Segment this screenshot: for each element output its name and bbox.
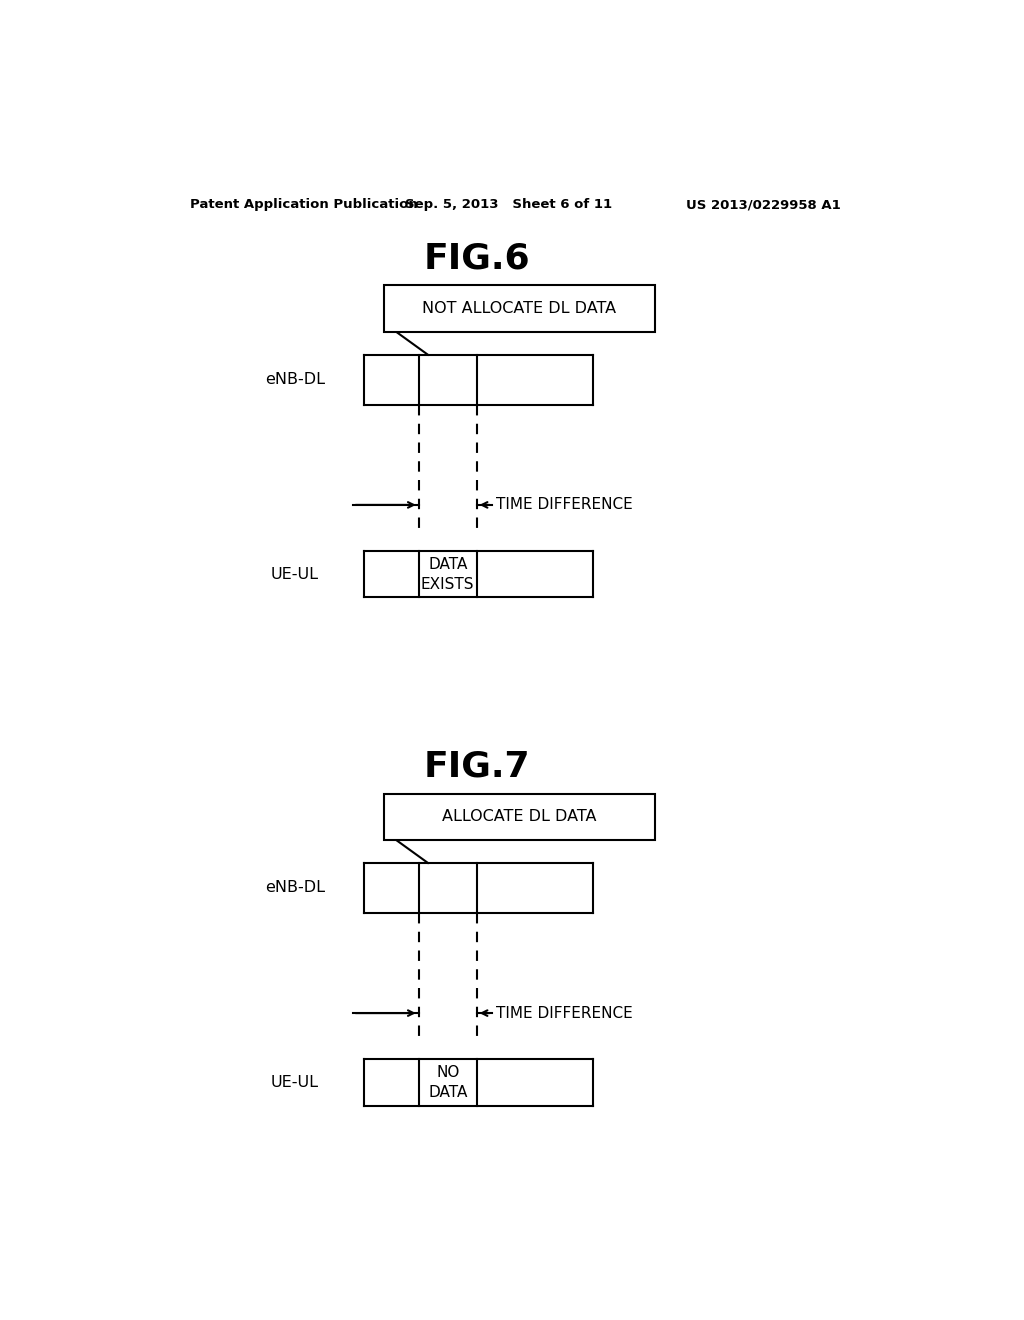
Text: FIG.7: FIG.7 <box>424 750 530 784</box>
Text: TIME DIFFERENCE: TIME DIFFERENCE <box>496 498 633 512</box>
Text: NOT ALLOCATE DL DATA: NOT ALLOCATE DL DATA <box>422 301 616 315</box>
Text: TIME DIFFERENCE: TIME DIFFERENCE <box>496 1006 633 1020</box>
Text: FIG.6: FIG.6 <box>424 242 530 276</box>
Text: UE-UL: UE-UL <box>270 566 318 582</box>
FancyBboxPatch shape <box>384 285 655 331</box>
Text: eNB-DL: eNB-DL <box>264 372 325 387</box>
Text: eNB-DL: eNB-DL <box>264 880 325 895</box>
Text: NO
DATA: NO DATA <box>428 1065 467 1100</box>
Text: ALLOCATE DL DATA: ALLOCATE DL DATA <box>442 809 597 824</box>
Text: Patent Application Publication: Patent Application Publication <box>190 198 418 211</box>
FancyBboxPatch shape <box>384 793 655 840</box>
Text: Sep. 5, 2013   Sheet 6 of 11: Sep. 5, 2013 Sheet 6 of 11 <box>406 198 612 211</box>
Text: DATA
EXISTS: DATA EXISTS <box>421 557 474 591</box>
Text: UE-UL: UE-UL <box>270 1074 318 1090</box>
Text: US 2013/0229958 A1: US 2013/0229958 A1 <box>686 198 841 211</box>
